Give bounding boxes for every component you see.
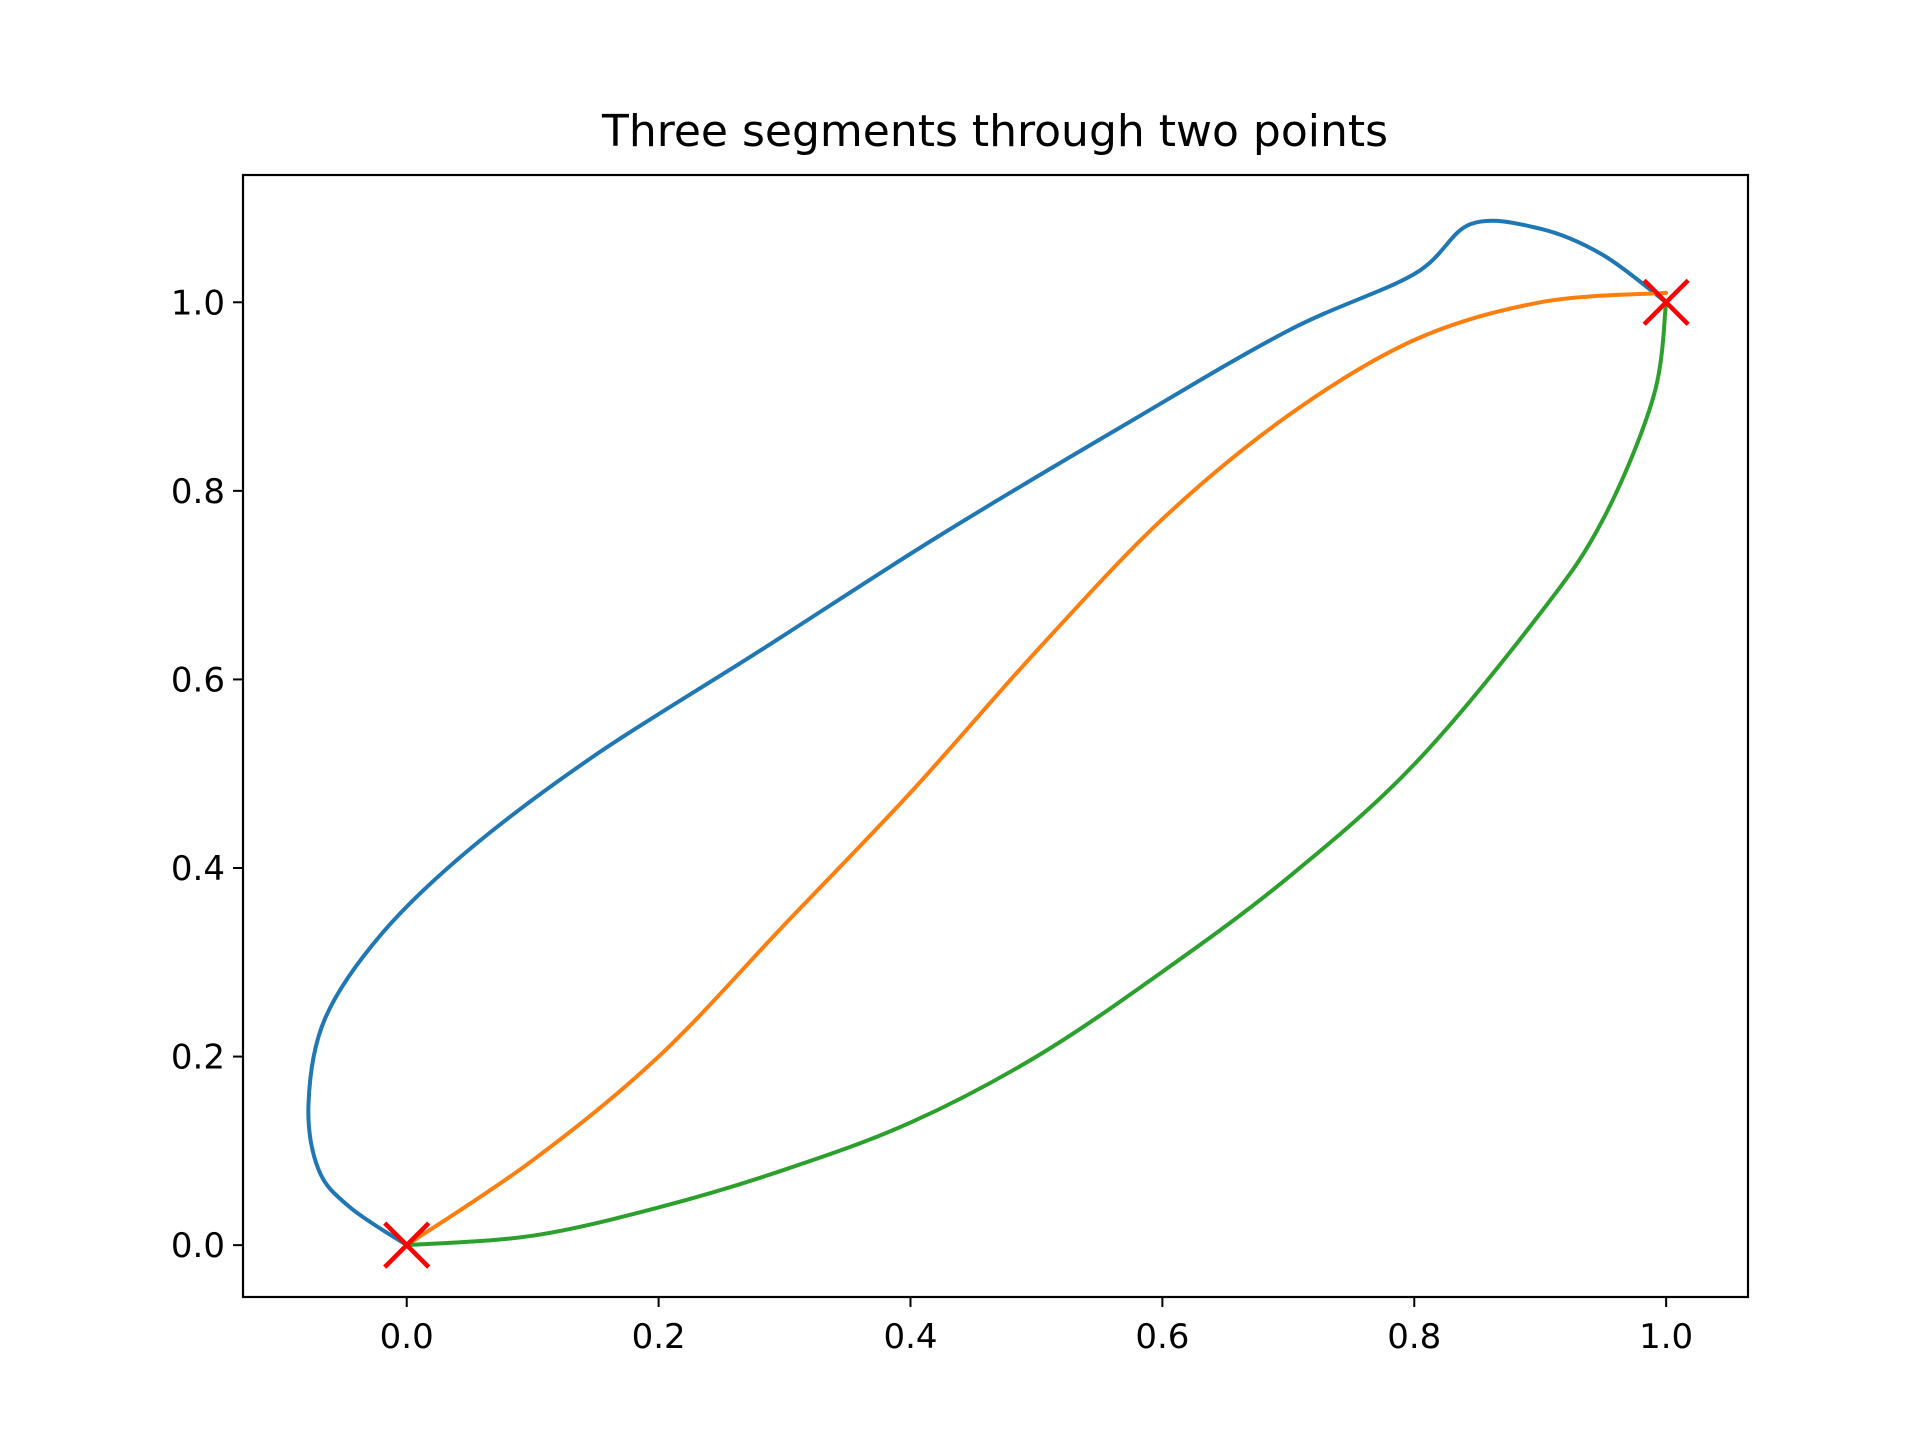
series-line-2 (404, 290, 1669, 1248)
plot-curves (306, 218, 1669, 1248)
y-tick-label: 0.6 (171, 660, 225, 700)
y-tick-label: 1.0 (171, 283, 225, 323)
x-tick-label: 0.0 (380, 1317, 434, 1357)
x-tick-label: 1.0 (1639, 1317, 1693, 1357)
y-axis: 0.0 0.2 0.4 0.6 0.8 1.0 (171, 283, 243, 1266)
marker-x-1 (383, 1221, 431, 1269)
x-axis: 0.0 0.2 0.4 0.6 0.8 1.0 (380, 1297, 1693, 1357)
x-tick-label: 0.6 (1135, 1317, 1189, 1357)
chart-title: Three segments through two points (601, 106, 1388, 157)
x-tick-label: 0.2 (632, 1317, 686, 1357)
y-tick-label: 0.8 (171, 472, 225, 512)
plot-markers (383, 278, 1690, 1269)
series-line-3 (404, 300, 1669, 1248)
y-tick-label: 0.2 (171, 1038, 225, 1078)
x-tick-label: 0.8 (1387, 1317, 1441, 1357)
x-tick-label: 0.4 (883, 1317, 937, 1357)
plot-frame (241, 173, 1750, 1299)
series-line-1 (306, 218, 1669, 1248)
y-tick-label: 0.4 (171, 849, 225, 889)
y-tick-label: 0.0 (171, 1226, 225, 1266)
marker-x-2 (1642, 278, 1690, 326)
